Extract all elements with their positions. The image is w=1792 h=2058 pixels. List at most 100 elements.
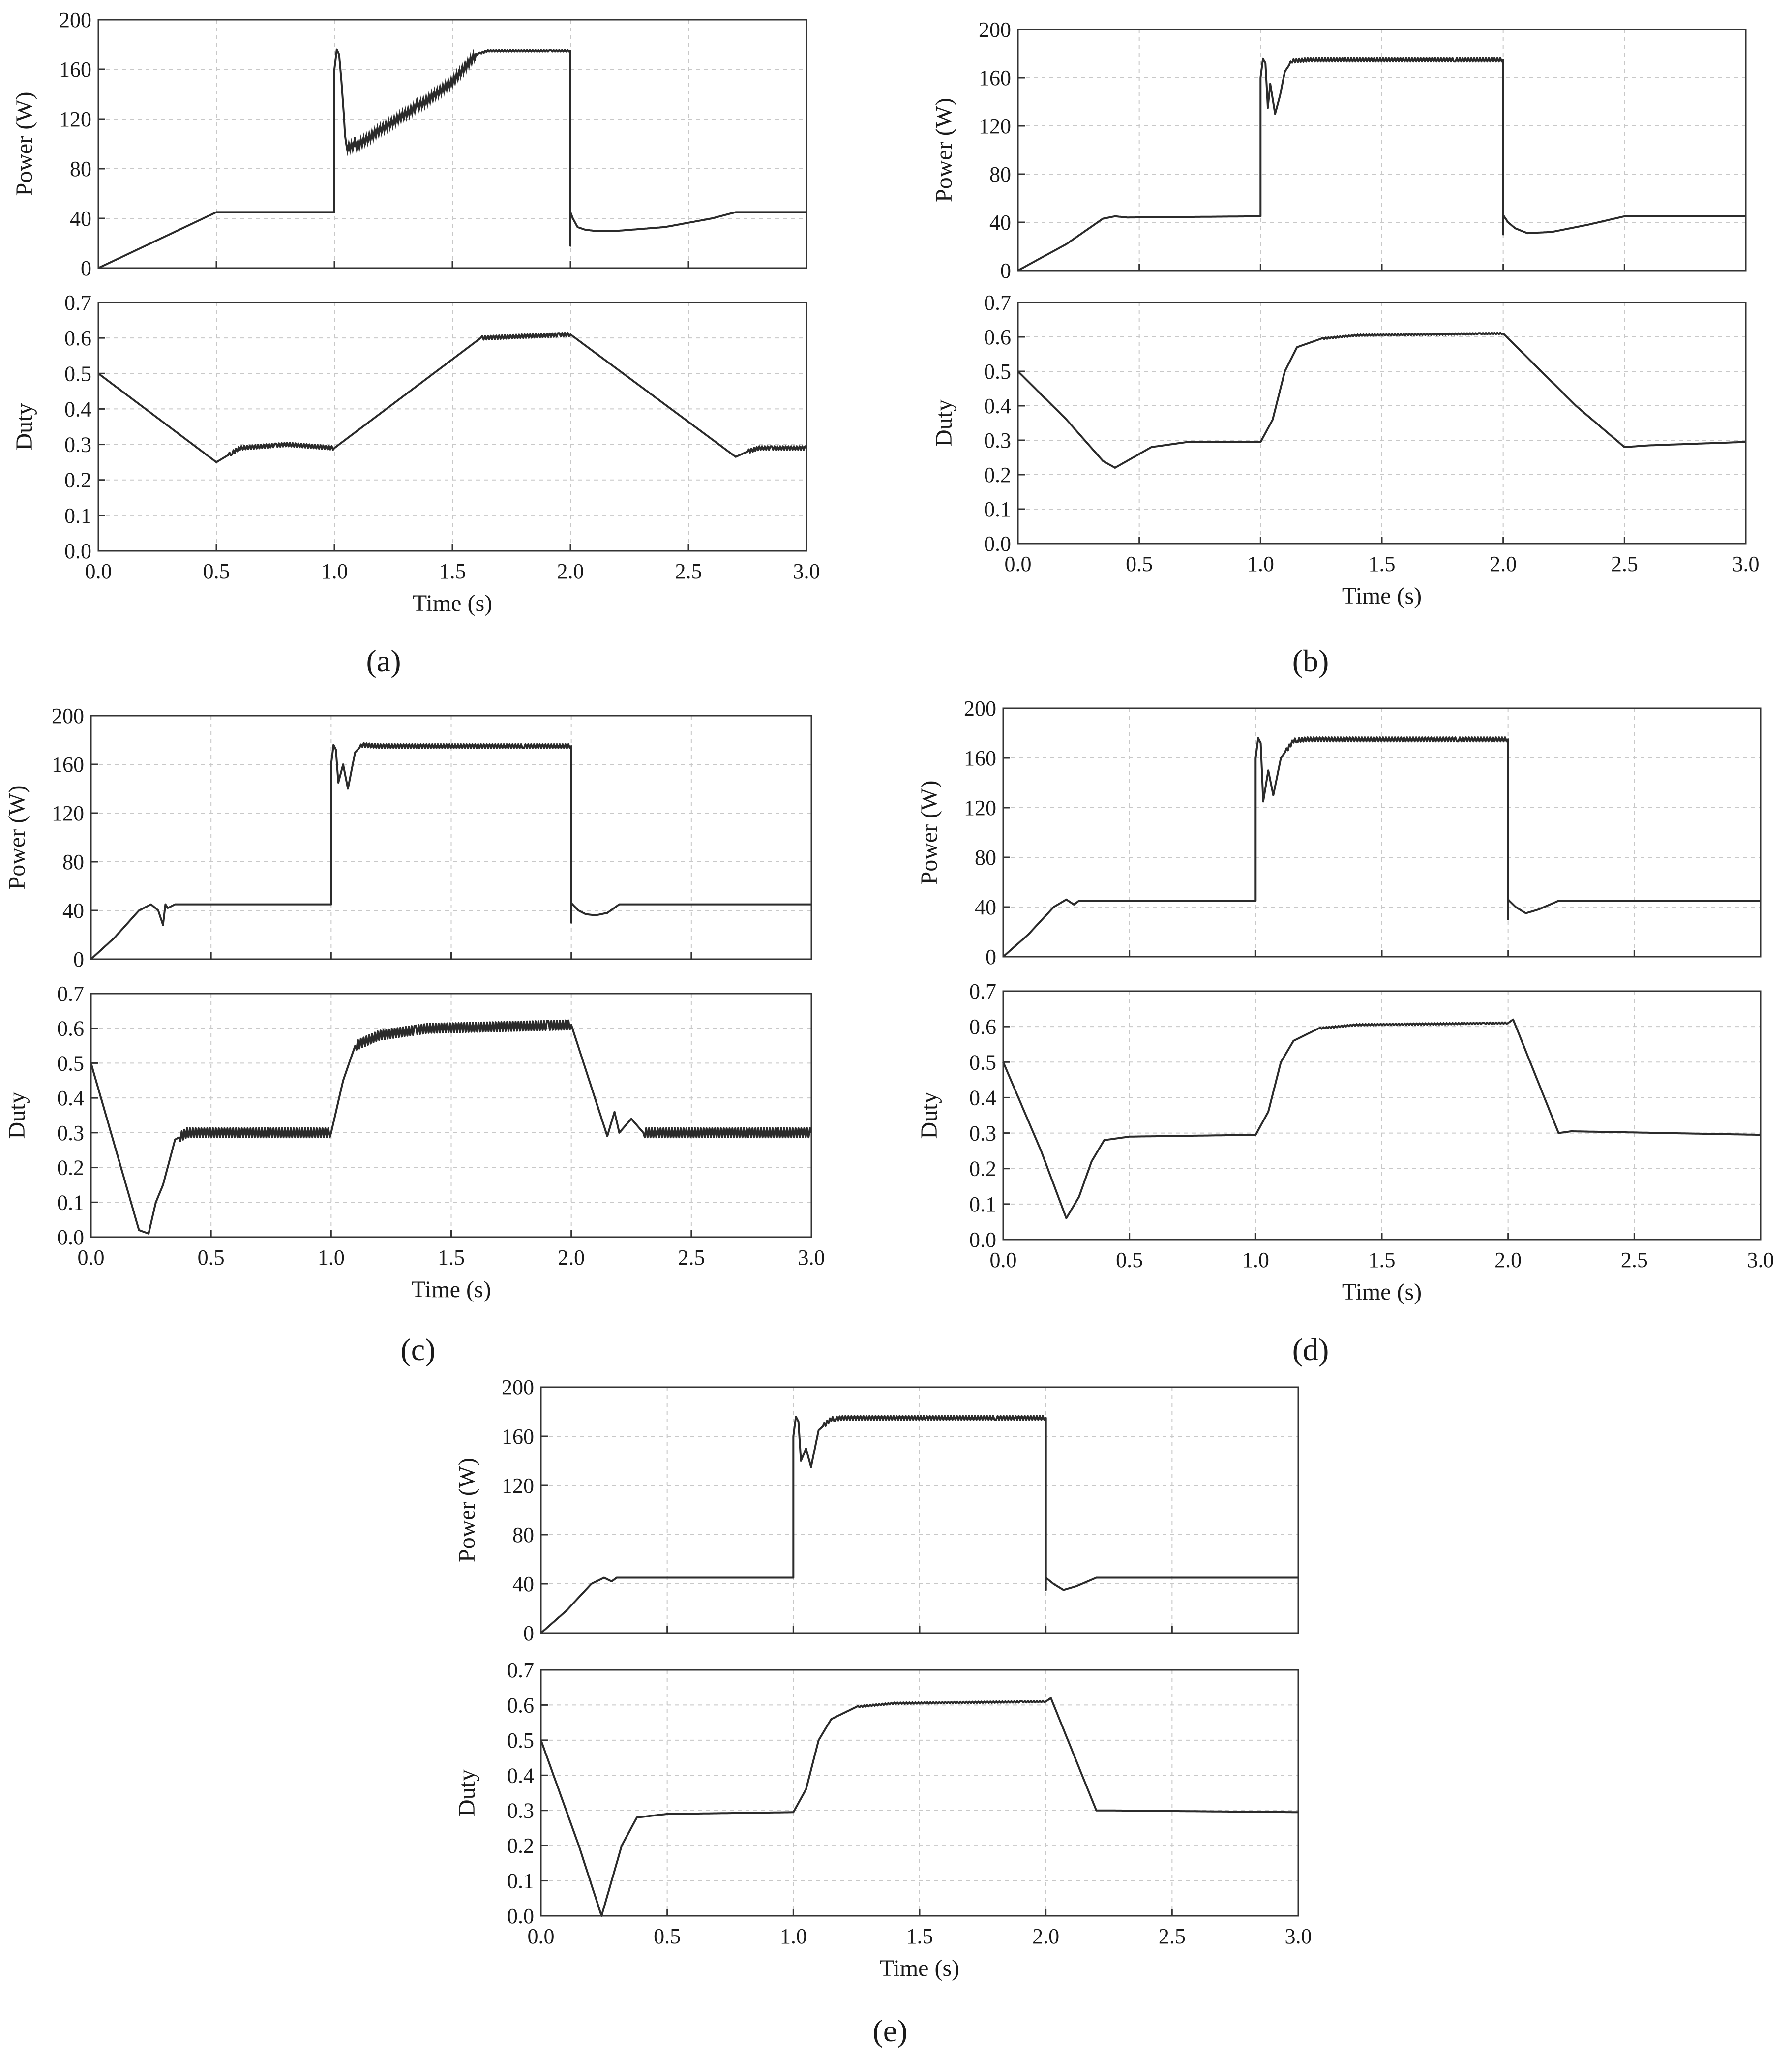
x-tick-label: 0.5 bbox=[203, 559, 230, 583]
y-tick-label: 0.6 bbox=[64, 326, 91, 350]
x-tick-label: 1.5 bbox=[1369, 552, 1396, 576]
y-tick-label: 40 bbox=[989, 211, 1011, 235]
y-tick-label: 0.5 bbox=[64, 362, 91, 386]
x-tick-label: 1.5 bbox=[438, 1245, 465, 1270]
y-tick-label: 0 bbox=[73, 947, 84, 971]
x-axis-title: Time (s) bbox=[411, 1276, 491, 1302]
y-tick-label: 0.5 bbox=[507, 1728, 534, 1753]
panel-d-power-plot-frame bbox=[1002, 707, 1762, 958]
x-tick-label: 2.0 bbox=[557, 559, 584, 583]
y-tick-label: 0.1 bbox=[969, 1192, 996, 1216]
x-tick-label: 1.0 bbox=[1247, 552, 1274, 576]
y-tick-label: 120 bbox=[502, 1474, 534, 1498]
panel-c-power-grid bbox=[91, 716, 811, 959]
x-tick-label: 0.5 bbox=[1126, 552, 1153, 576]
panel-a-duty-plot-frame bbox=[97, 302, 807, 552]
y-tick-label: 0.1 bbox=[984, 497, 1011, 521]
panel-a-power-grid bbox=[98, 20, 806, 268]
y-tick-label: 0.6 bbox=[984, 325, 1011, 349]
y-tick-label: 0.3 bbox=[984, 428, 1011, 453]
panel-a-duty-grid bbox=[98, 303, 806, 551]
x-tick-label: 0.0 bbox=[78, 1245, 105, 1270]
panel-caption-c: (c) bbox=[400, 1332, 435, 1367]
y-tick-label: 80 bbox=[975, 846, 996, 870]
y-tick-label: 80 bbox=[70, 157, 91, 181]
y-tick-label: 200 bbox=[964, 696, 996, 721]
panel-b-duty: 0.0 0.5 1.0 1.5 2.0 2.5 3.0 0.0 0.1 0.2 0.3 0.4 0.5 0… bbox=[931, 291, 1760, 609]
x-tick-label: 2.0 bbox=[1490, 552, 1517, 576]
y-tick-label: 80 bbox=[62, 850, 84, 874]
x-tick-label: 3.0 bbox=[793, 559, 820, 583]
x-tick-label: 1.5 bbox=[1369, 1248, 1396, 1272]
x-tick-label: 2.5 bbox=[1621, 1248, 1648, 1272]
panel-c-duty: 0.0 0.5 1.0 1.5 2.0 2.5 3.0 0.0 0.1 0.2 0.3 0.4 0.5 0… bbox=[4, 982, 825, 1302]
panel-d-duty-plot-frame bbox=[1002, 990, 1762, 1241]
y-tick-label: 40 bbox=[70, 207, 91, 231]
panel-c-power: 0 40 80 120 160 200 Power (W) bbox=[4, 704, 812, 971]
panel-b-power-series-line bbox=[1017, 57, 1746, 272]
panel-b-duty-grid bbox=[1018, 303, 1746, 544]
x-tick-label: 1.0 bbox=[321, 559, 348, 583]
y-tick-label: 0.7 bbox=[57, 982, 84, 1006]
panel-b-duty-series-line bbox=[1017, 332, 1746, 469]
y-tick-label: 0.2 bbox=[57, 1156, 84, 1180]
y-tick-label: 0.5 bbox=[984, 360, 1011, 384]
y-tick-label: 160 bbox=[52, 753, 84, 777]
panel-e-duty-grid bbox=[541, 1670, 1298, 1916]
y-tick-label: 120 bbox=[52, 801, 84, 825]
y-tick-label: 0.1 bbox=[507, 1869, 534, 1893]
y-tick-label: 120 bbox=[59, 107, 91, 131]
y-tick-label: 0 bbox=[523, 1621, 534, 1645]
x-axis-title: Time (s) bbox=[1342, 1279, 1422, 1305]
y-axis-title: Power (W) bbox=[11, 92, 37, 196]
y-tick-label: 0.5 bbox=[969, 1050, 996, 1074]
y-tick-label: 0 bbox=[81, 256, 91, 280]
y-tick-label: 0.2 bbox=[507, 1834, 534, 1858]
x-tick-label: 2.5 bbox=[678, 1245, 705, 1270]
x-tick-label: 1.0 bbox=[780, 1924, 807, 1948]
y-axis-title: Power (W) bbox=[4, 786, 30, 890]
x-tick-label: 1.5 bbox=[906, 1924, 933, 1948]
y-tick-label: 0.7 bbox=[64, 291, 91, 315]
panel-d-power: 0 40 80 120 160 200 Power (W) bbox=[916, 696, 1762, 969]
y-axis-title: Power (W) bbox=[454, 1458, 480, 1562]
y-tick-label: 200 bbox=[502, 1375, 534, 1399]
y-tick-label: 0.4 bbox=[64, 397, 91, 421]
y-axis-title: Duty bbox=[11, 403, 37, 451]
y-tick-label: 40 bbox=[62, 899, 84, 923]
panel-d-duty: 0.0 0.5 1.0 1.5 2.0 2.5 3.0 0.0 0.1 0.2 0.3 0.4 0.5 0… bbox=[916, 979, 1774, 1305]
y-tick-label: 0.0 bbox=[64, 539, 91, 563]
y-tick-label: 0.7 bbox=[969, 979, 996, 1003]
y-tick-label: 0.1 bbox=[64, 504, 91, 528]
x-tick-label: 3.0 bbox=[798, 1245, 825, 1270]
y-tick-label: 0.1 bbox=[57, 1190, 84, 1214]
y-tick-label: 0.4 bbox=[507, 1763, 534, 1787]
y-tick-label: 0.6 bbox=[969, 1015, 996, 1039]
x-tick-label: 2.0 bbox=[1494, 1248, 1522, 1272]
x-tick-label: 0.5 bbox=[1116, 1248, 1143, 1272]
y-axis-title: Duty bbox=[931, 399, 957, 447]
y-tick-label: 0.2 bbox=[64, 468, 91, 492]
y-axis-title: Power (W) bbox=[916, 781, 942, 885]
x-tick-label: 3.0 bbox=[1285, 1924, 1312, 1948]
y-tick-label: 120 bbox=[964, 796, 996, 820]
panel-b-power-grid bbox=[1018, 30, 1746, 271]
panel-a-duty: 0.0 0.5 1.0 1.5 2.0 2.5 3.0 0.0 0.1 0.2 0.3 0.4 0.5 0… bbox=[11, 291, 820, 616]
panel-e-duty-plot-frame bbox=[540, 1669, 1299, 1917]
panel-e-power: 0 40 80 120 160 200 Power (W) bbox=[454, 1375, 1299, 1645]
y-tick-label: 0 bbox=[986, 945, 996, 969]
x-tick-label: 3.0 bbox=[1747, 1248, 1774, 1272]
y-tick-label: 160 bbox=[964, 746, 996, 770]
panel-caption-b: (b) bbox=[1292, 643, 1329, 678]
y-tick-label: 0.6 bbox=[57, 1017, 84, 1041]
x-axis-title: Time (s) bbox=[880, 1955, 959, 1981]
y-tick-label: 0.6 bbox=[507, 1693, 534, 1717]
y-tick-label: 0.0 bbox=[507, 1904, 534, 1928]
y-tick-label: 200 bbox=[52, 704, 84, 728]
y-tick-label: 80 bbox=[512, 1523, 534, 1547]
y-tick-label: 0.0 bbox=[969, 1228, 996, 1252]
panel-d-duty-series-line bbox=[1002, 1018, 1761, 1219]
y-tick-label: 0.4 bbox=[984, 394, 1011, 418]
y-tick-label: 0.3 bbox=[969, 1121, 996, 1146]
